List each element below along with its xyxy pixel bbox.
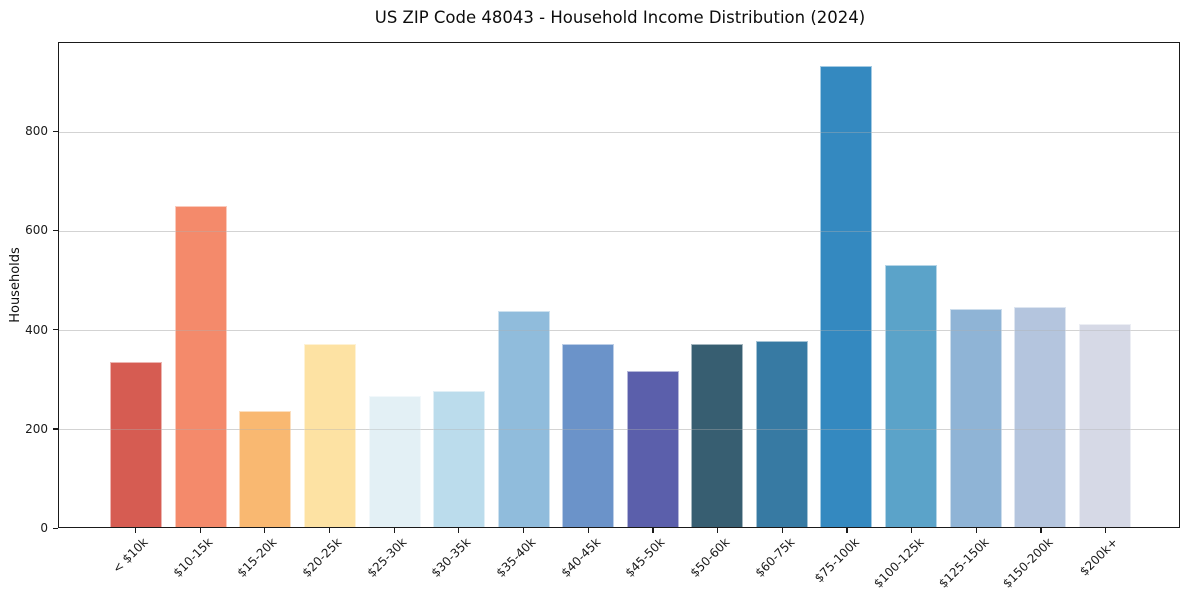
x-tick-label-text: $15-20k bbox=[234, 535, 280, 580]
y-tick-mark bbox=[53, 130, 58, 132]
bar-slot bbox=[750, 43, 815, 527]
y-tick-label: 0 bbox=[40, 521, 48, 535]
y-tick-label: 600 bbox=[25, 223, 48, 238]
x-tick-label-text: $75-100k bbox=[811, 535, 862, 586]
x-tick-mark bbox=[911, 528, 913, 533]
bar-slot bbox=[556, 43, 621, 527]
x-tick-mark bbox=[846, 528, 848, 533]
bar-slot bbox=[943, 43, 1008, 527]
bar-10k bbox=[110, 361, 163, 527]
bar-30-35k bbox=[433, 390, 486, 527]
x-tick-mark bbox=[1105, 528, 1107, 533]
bar-25-30k bbox=[368, 395, 421, 527]
gridline-overlay-y-600 bbox=[59, 230, 1179, 232]
bar-150-200k bbox=[1014, 306, 1067, 527]
bar-75-100k bbox=[820, 65, 873, 527]
y-tick-label: 200 bbox=[25, 421, 48, 436]
gridline-y-800 bbox=[59, 131, 1179, 133]
x-tick-mark bbox=[781, 528, 783, 533]
bar-20-25k bbox=[303, 344, 356, 527]
y-axis-label-text: Households bbox=[8, 247, 23, 323]
x-tick-label-text: $25-30k bbox=[364, 535, 409, 580]
gridline-y-400 bbox=[59, 330, 1179, 332]
x-tick-mark bbox=[522, 528, 525, 533]
bar-100-125k bbox=[885, 264, 938, 527]
y-tick-label: 800 bbox=[25, 124, 48, 139]
chart-title: US ZIP Code 48043 - Household Income Dis… bbox=[374, 8, 866, 27]
bar-slot bbox=[169, 43, 234, 527]
bar-slot bbox=[491, 43, 556, 527]
gridline-overlay-y-800 bbox=[59, 131, 1179, 133]
y-tick-mark bbox=[53, 527, 58, 529]
bar-slot bbox=[814, 43, 879, 527]
x-tick-label-text: $125-150k bbox=[935, 535, 992, 590]
y-tick-label: 400 bbox=[25, 322, 48, 337]
bar-slot bbox=[621, 43, 686, 527]
bar-45-50k bbox=[626, 370, 679, 527]
y-tick-mark bbox=[53, 329, 58, 331]
x-tick-mark bbox=[393, 528, 395, 533]
x-tick-mark bbox=[717, 528, 719, 533]
x-tick-label-text: $20-25k bbox=[299, 535, 345, 580]
x-tick-label-text: $50-60k bbox=[687, 535, 733, 580]
x-tick-mark bbox=[652, 528, 654, 533]
x-tick-label-text: $45-50k bbox=[622, 535, 668, 580]
bar-35-40k bbox=[497, 311, 550, 527]
gridline-y-200 bbox=[59, 429, 1179, 431]
x-tick-mark bbox=[199, 528, 201, 533]
bar-slot bbox=[685, 43, 750, 527]
bar-slot bbox=[233, 43, 298, 527]
bar-slot bbox=[1072, 43, 1137, 527]
gridline-overlay-y-200 bbox=[59, 429, 1179, 431]
x-tick-label-text: $30-35k bbox=[428, 535, 474, 580]
plot-area bbox=[58, 42, 1180, 528]
x-tick-mark bbox=[328, 528, 331, 533]
bar-15-20k bbox=[239, 410, 292, 527]
x-tick-label-text: $100-125k bbox=[870, 535, 927, 590]
x-tick-label-text: $200k+ bbox=[1077, 535, 1121, 579]
x-tick-mark bbox=[458, 528, 460, 533]
x-tick-mark bbox=[264, 528, 266, 533]
x-tick-label-text: $10-15k bbox=[170, 535, 215, 580]
bar-slot bbox=[879, 43, 944, 527]
x-tick-mark bbox=[1040, 528, 1042, 533]
x-tick-label-text: $40-45k bbox=[558, 535, 604, 580]
x-tick-mark bbox=[587, 528, 589, 533]
bar-slot bbox=[1008, 43, 1073, 527]
bar-slot bbox=[427, 43, 492, 527]
bar-40-45k bbox=[562, 344, 615, 527]
x-tick-mark bbox=[975, 528, 977, 533]
bar-slot bbox=[298, 43, 363, 527]
y-tick-mark bbox=[53, 229, 58, 232]
gridline-overlay-y-400 bbox=[59, 330, 1179, 332]
bar-50-60k bbox=[691, 344, 744, 527]
x-tick-label-text: < $10k bbox=[109, 535, 151, 576]
bar-200k bbox=[1078, 323, 1131, 527]
y-tick-mark bbox=[53, 428, 58, 430]
x-tick-mark bbox=[134, 528, 137, 533]
bar-slot bbox=[362, 43, 427, 527]
bar-10-15k bbox=[174, 205, 227, 527]
bar-slot bbox=[104, 43, 169, 527]
x-tick-label-text: $150-200k bbox=[1000, 535, 1056, 590]
x-tick-label-text: $60-75k bbox=[752, 535, 798, 580]
bar-series bbox=[104, 43, 1137, 527]
bar-125-150k bbox=[949, 308, 1002, 527]
gridline-y-600 bbox=[59, 230, 1179, 232]
x-tick-label-text: $35-40k bbox=[493, 535, 539, 580]
bar-60-75k bbox=[755, 341, 808, 527]
